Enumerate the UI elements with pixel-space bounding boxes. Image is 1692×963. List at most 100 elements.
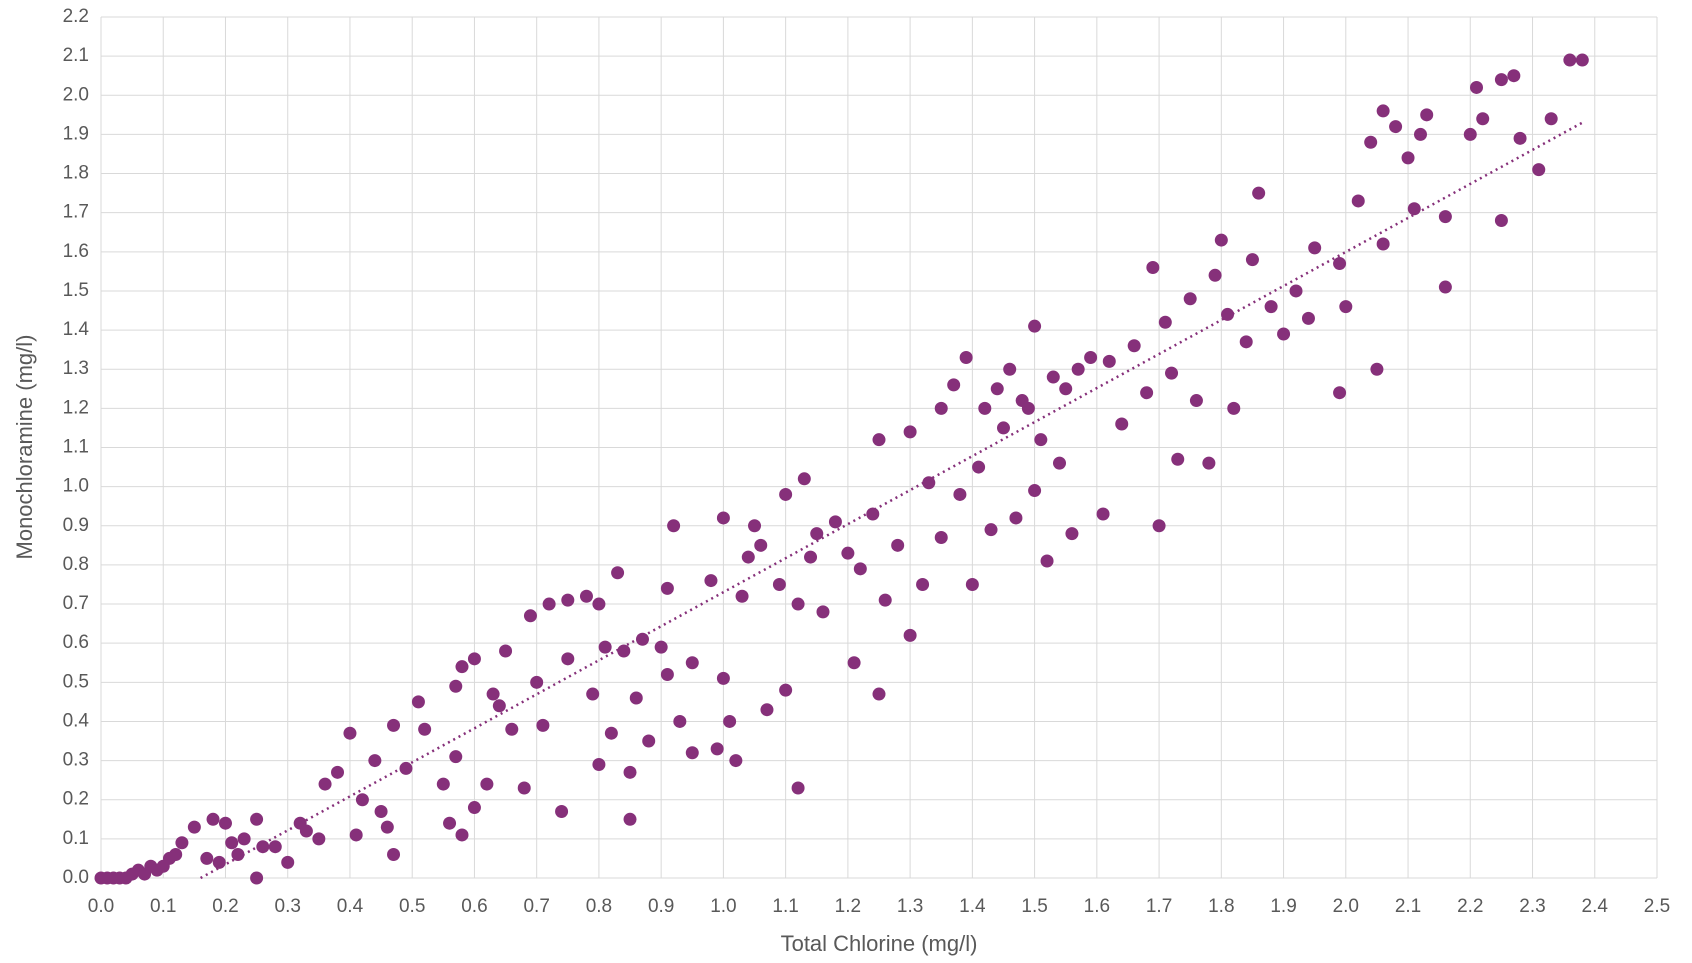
point xyxy=(1022,402,1035,415)
point xyxy=(1140,386,1153,399)
point xyxy=(455,828,468,841)
point xyxy=(1563,54,1576,67)
point xyxy=(779,684,792,697)
y-tick-label: 2.0 xyxy=(63,84,89,105)
point xyxy=(904,425,917,438)
point xyxy=(1439,281,1452,294)
point xyxy=(686,746,699,759)
point xyxy=(1339,300,1352,313)
point xyxy=(312,832,325,845)
point xyxy=(561,594,574,607)
point xyxy=(1190,394,1203,407)
point xyxy=(250,872,263,885)
point xyxy=(1420,108,1433,121)
point xyxy=(1153,519,1166,532)
point xyxy=(1146,261,1159,274)
point xyxy=(437,778,450,791)
point xyxy=(592,598,605,611)
point xyxy=(543,598,556,611)
x-tick-label: 2.5 xyxy=(1644,896,1670,917)
point xyxy=(810,527,823,540)
point xyxy=(1308,241,1321,254)
point xyxy=(1240,335,1253,348)
point xyxy=(916,578,929,591)
point xyxy=(605,727,618,740)
y-tick-label: 2.1 xyxy=(63,45,89,66)
point xyxy=(1072,363,1085,376)
point xyxy=(1128,339,1141,352)
point xyxy=(736,590,749,603)
point xyxy=(829,515,842,528)
point xyxy=(854,562,867,575)
point xyxy=(723,715,736,728)
x-tick-label: 0.6 xyxy=(461,896,487,917)
point xyxy=(866,508,879,521)
point xyxy=(1034,433,1047,446)
point xyxy=(319,778,332,791)
x-tick-label: 1.0 xyxy=(710,896,736,917)
point xyxy=(455,660,468,673)
point xyxy=(524,609,537,622)
y-tick-label: 0.3 xyxy=(63,750,89,771)
x-tick-label: 0.0 xyxy=(88,896,114,917)
x-tick-label: 0.5 xyxy=(399,896,425,917)
point xyxy=(773,578,786,591)
point xyxy=(729,754,742,767)
point xyxy=(1333,386,1346,399)
point xyxy=(686,656,699,669)
y-tick-label: 0.7 xyxy=(63,593,89,614)
point xyxy=(468,652,481,665)
x-tick-label: 2.4 xyxy=(1582,896,1609,917)
point xyxy=(1165,367,1178,380)
point xyxy=(742,551,755,564)
point xyxy=(1215,234,1228,247)
point xyxy=(518,781,531,794)
point xyxy=(169,848,182,861)
point xyxy=(873,433,886,446)
point xyxy=(873,688,886,701)
point xyxy=(1059,382,1072,395)
point xyxy=(642,735,655,748)
point xyxy=(530,676,543,689)
point xyxy=(1115,418,1128,431)
point xyxy=(717,672,730,685)
point xyxy=(449,750,462,763)
point xyxy=(561,652,574,665)
point xyxy=(1495,214,1508,227)
y-tick-label: 1.8 xyxy=(63,163,89,184)
point xyxy=(238,832,251,845)
point xyxy=(1389,120,1402,133)
point xyxy=(1041,554,1054,567)
point xyxy=(1277,328,1290,341)
point xyxy=(1377,237,1390,250)
x-tick-label: 0.8 xyxy=(586,896,612,917)
point xyxy=(536,719,549,732)
point xyxy=(760,703,773,716)
point xyxy=(667,519,680,532)
point xyxy=(443,817,456,830)
y-tick-label: 0.5 xyxy=(63,671,89,692)
y-tick-label: 1.0 xyxy=(63,476,89,497)
point xyxy=(480,778,493,791)
point xyxy=(250,813,263,826)
point xyxy=(611,566,624,579)
point xyxy=(661,582,674,595)
x-tick-label: 1.8 xyxy=(1208,896,1234,917)
point xyxy=(1470,81,1483,94)
x-tick-label: 2.1 xyxy=(1395,896,1421,917)
point xyxy=(175,836,188,849)
point xyxy=(704,574,717,587)
point xyxy=(493,699,506,712)
point xyxy=(219,817,232,830)
point xyxy=(673,715,686,728)
point xyxy=(188,821,201,834)
point xyxy=(368,754,381,767)
point xyxy=(281,856,294,869)
point xyxy=(1532,163,1545,176)
x-tick-label: 1.3 xyxy=(897,896,923,917)
point xyxy=(412,695,425,708)
y-tick-label: 1.2 xyxy=(63,397,89,418)
point xyxy=(960,351,973,364)
point xyxy=(213,856,226,869)
point xyxy=(269,840,282,853)
